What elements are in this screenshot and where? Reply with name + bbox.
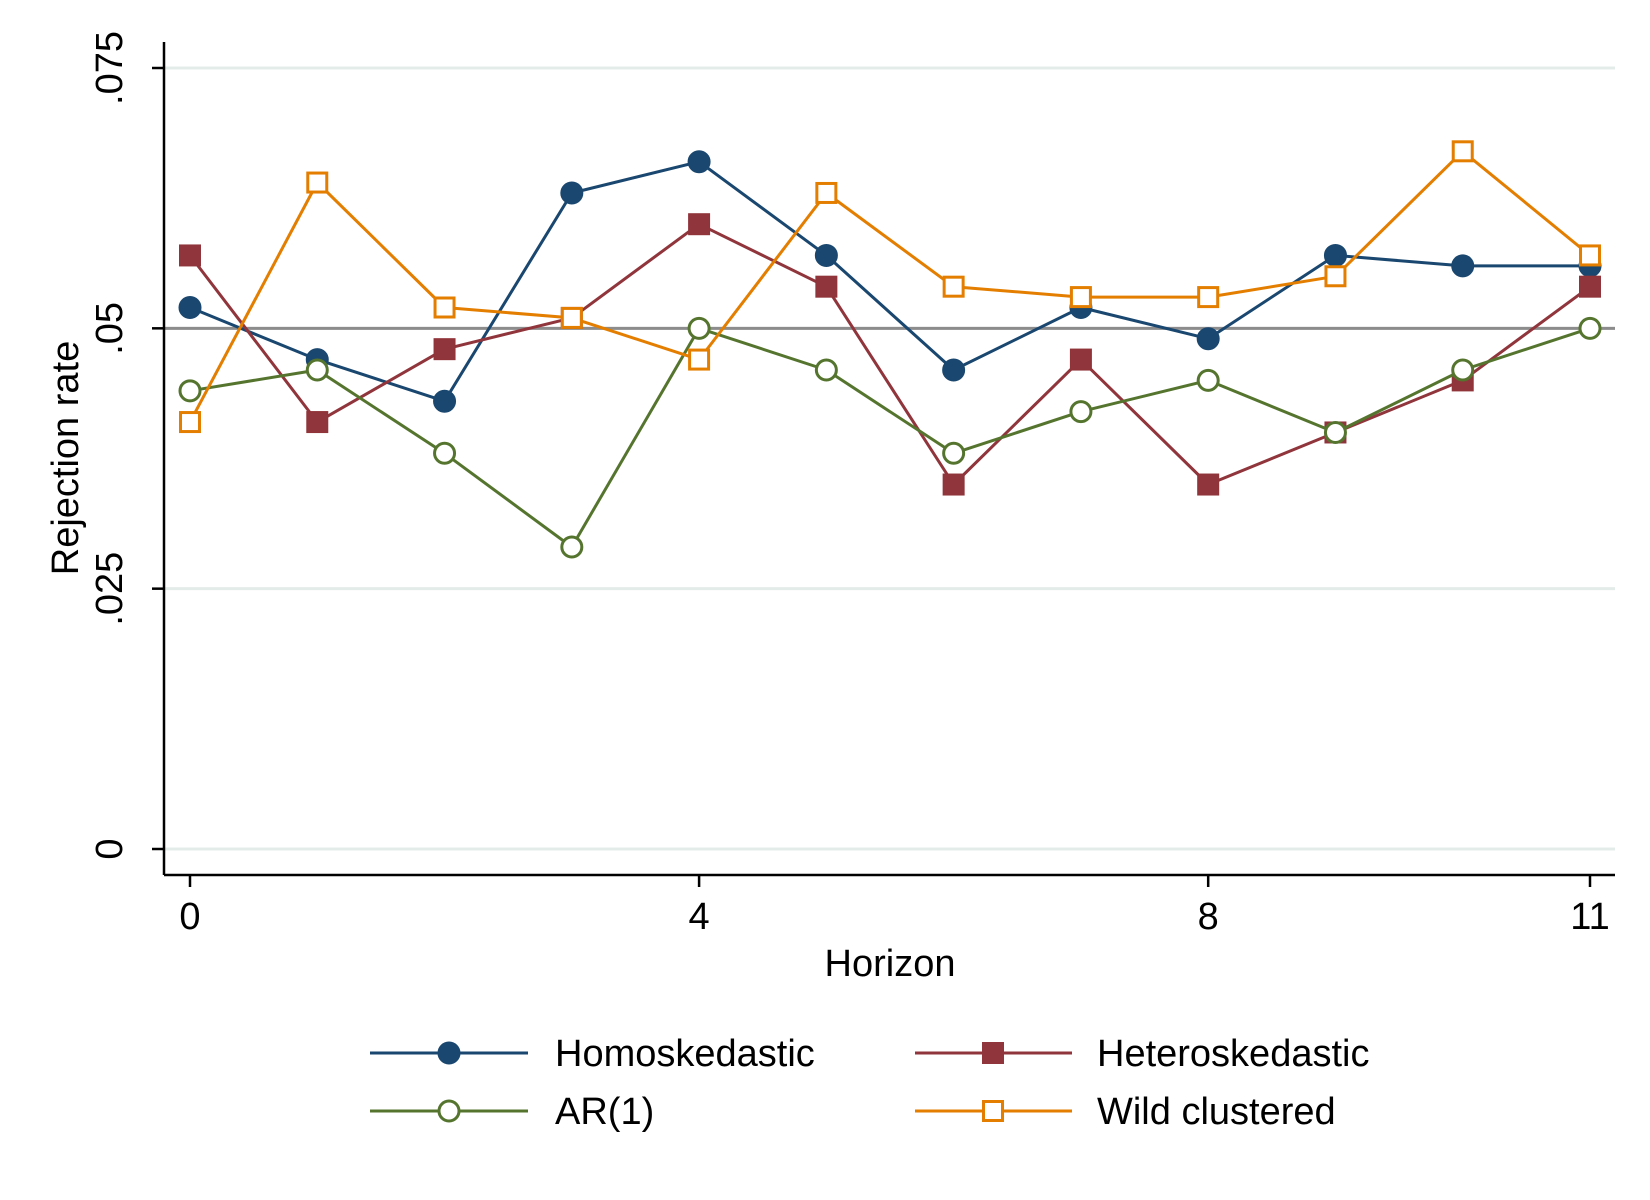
legend-item-wild-clustered: Wild clustered [915, 1091, 1336, 1133]
series-line-heteroskedastic [188, 222, 1591, 486]
legend-item-heteroskedastic: Heteroskedastic [915, 1033, 1369, 1075]
series-ar-1 [178, 316, 1602, 559]
data-point-ar-1-4 [687, 316, 711, 340]
data-point-heteroskedastic-7 [1069, 348, 1092, 371]
data-point-homoskedastic-10 [1451, 254, 1475, 278]
data-point-heteroskedastic-11 [1579, 275, 1601, 298]
series-homoskedastic [178, 150, 1602, 413]
y-tick-label-2: .05 [89, 302, 131, 355]
x-tick-label-3: 11 [1570, 896, 1609, 938]
x-axis-title: Horizon [825, 943, 956, 985]
data-point-homoskedastic-0 [178, 296, 202, 320]
data-point-wild-clustered-0 [179, 411, 201, 434]
grid-lines [164, 66, 1615, 851]
series [178, 140, 1602, 559]
axes [162, 42, 1615, 877]
data-point-homoskedastic-5 [814, 243, 838, 267]
data-point-heteroskedastic-2 [433, 338, 456, 361]
legend-label-homoskedastic: Homoskedastic [555, 1033, 815, 1075]
data-point-heteroskedastic-6 [942, 473, 965, 496]
data-point-heteroskedastic-4 [688, 213, 711, 236]
series-line-homoskedastic [189, 160, 1590, 403]
data-point-ar-1-5 [814, 358, 838, 382]
y-tick-label-3: .075 [89, 31, 131, 105]
data-point-ar-1-0 [178, 379, 202, 403]
data-point-wild-clustered-11 [1579, 244, 1601, 267]
legend: Homoskedastic Heteroskedastic AR(1) Wild cl… [370, 1033, 1369, 1133]
legend-marker-wild-clustered [982, 1100, 1004, 1122]
legend-item-ar-1: AR(1) [370, 1091, 654, 1133]
data-point-ar-1-9 [1323, 420, 1347, 444]
y-tick-label-1: .025 [89, 552, 131, 626]
data-point-homoskedastic-3 [560, 181, 584, 205]
data-point-heteroskedastic-5 [815, 275, 838, 298]
data-point-ar-1-11 [1578, 316, 1602, 340]
data-point-homoskedastic-4 [687, 150, 711, 174]
data-point-wild-clustered-7 [1069, 286, 1092, 309]
series-heteroskedastic [179, 213, 1601, 496]
series-line-ar-1 [189, 326, 1591, 549]
data-point-wild-clustered-6 [942, 275, 965, 298]
data-point-heteroskedastic-0 [179, 244, 201, 267]
data-point-homoskedastic-6 [942, 358, 966, 382]
series-wild-clustered [179, 140, 1601, 434]
y-ticks: 0 .025 .05 .075 [89, 31, 164, 860]
legend-label-ar-1: AR(1) [555, 1091, 654, 1133]
y-tick-label-0: 0 [89, 838, 131, 859]
legend-marker-ar-1 [437, 1099, 461, 1123]
x-tick-label-0: 0 [179, 896, 200, 938]
data-point-ar-1-3 [560, 535, 584, 559]
legend-marker-homoskedastic [437, 1041, 461, 1065]
data-point-wild-clustered-8 [1197, 286, 1220, 309]
data-point-ar-1-1 [305, 358, 329, 382]
series-line-wild-clustered [188, 149, 1591, 423]
data-point-wild-clustered-10 [1451, 140, 1474, 163]
data-point-ar-1-10 [1451, 358, 1475, 382]
data-point-ar-1-6 [942, 441, 966, 465]
data-point-homoskedastic-2 [433, 389, 457, 413]
data-point-wild-clustered-3 [560, 306, 583, 329]
legend-item-homoskedastic: Homoskedastic [370, 1033, 815, 1075]
y-axis-title: Rejection rate [45, 341, 87, 575]
data-point-wild-clustered-1 [306, 171, 329, 194]
x-tick-label-2: 8 [1198, 896, 1219, 938]
legend-label-wild-clustered: Wild clustered [1097, 1091, 1336, 1133]
data-point-ar-1-8 [1196, 368, 1220, 392]
data-point-wild-clustered-5 [815, 181, 838, 204]
data-point-wild-clustered-9 [1324, 265, 1347, 288]
data-point-homoskedastic-8 [1196, 327, 1220, 351]
data-point-wild-clustered-2 [433, 296, 456, 319]
data-point-ar-1-2 [433, 441, 457, 465]
data-point-homoskedastic-9 [1323, 243, 1347, 267]
data-point-heteroskedastic-1 [306, 411, 329, 434]
data-point-ar-1-7 [1069, 400, 1093, 424]
data-point-heteroskedastic-8 [1197, 473, 1220, 496]
x-ticks: 0 4 8 11 [179, 875, 1610, 938]
x-tick-label-1: 4 [689, 896, 710, 938]
legend-label-heteroskedastic: Heteroskedastic [1097, 1033, 1369, 1075]
data-point-wild-clustered-4 [688, 348, 711, 371]
legend-marker-heteroskedastic [982, 1042, 1004, 1064]
